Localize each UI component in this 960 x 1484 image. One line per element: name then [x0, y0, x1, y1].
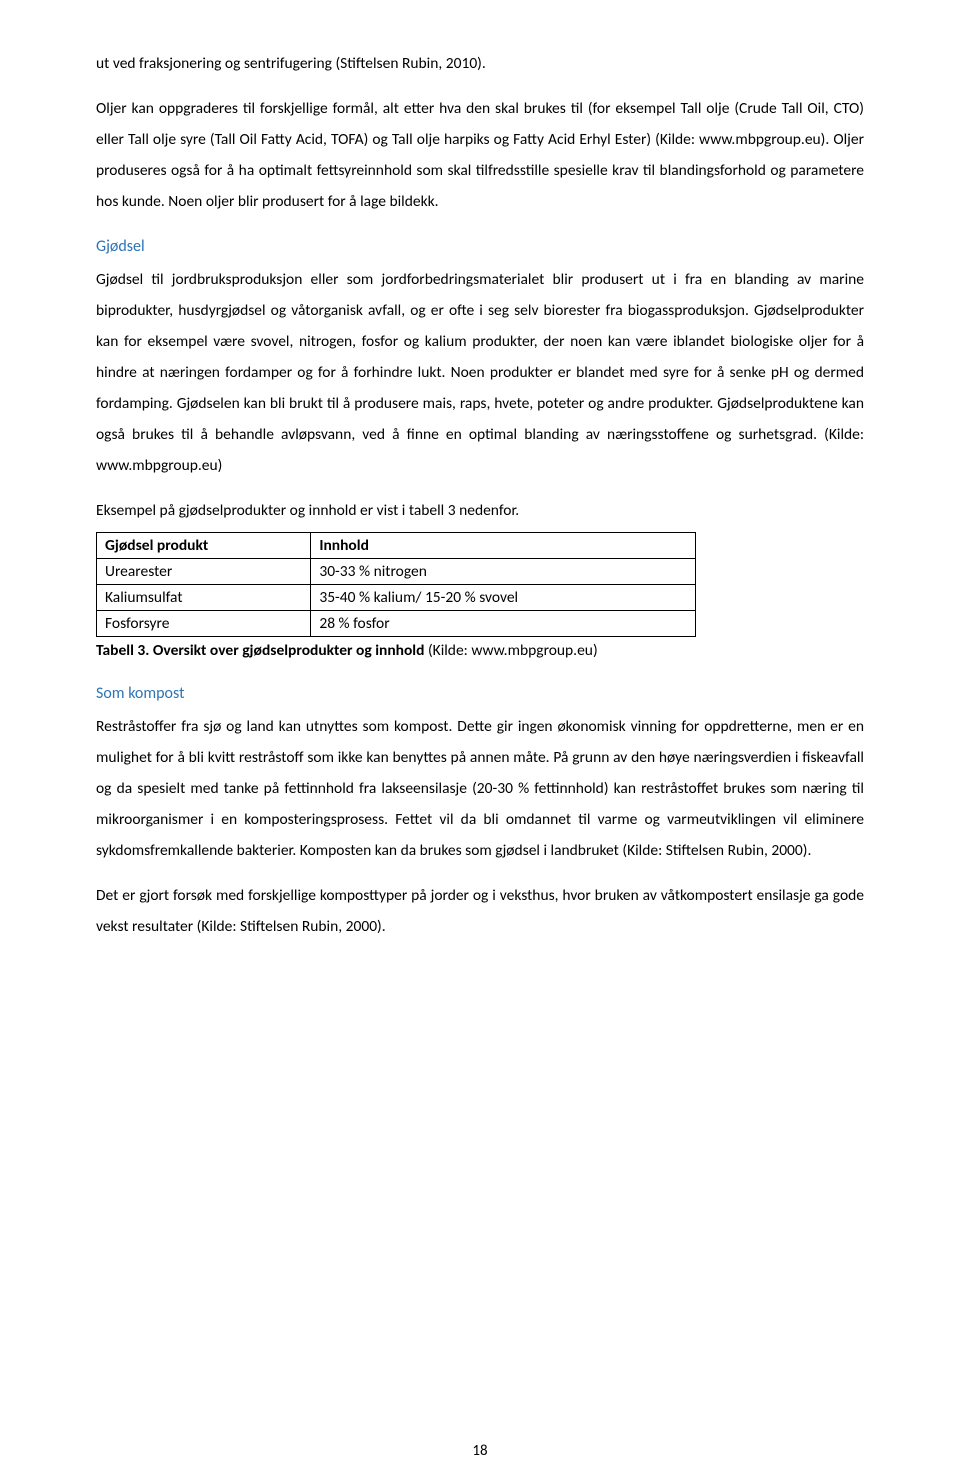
- page-number: 18: [0, 1442, 960, 1460]
- paragraph-compost-2: Det er gjort forsøk med forskjellige kom…: [96, 880, 864, 942]
- heading-kompost: Som kompost: [96, 684, 864, 703]
- table-cell: 30-33 % nitrogen: [311, 559, 696, 585]
- table-row: Fosforsyre 28 % fosfor: [97, 611, 696, 637]
- paragraph-continuation: ut ved fraksjonering og sentrifugering (…: [96, 48, 864, 79]
- caption-bold: Tabell 3. Oversikt over gjødselprodukter…: [96, 641, 424, 660]
- paragraph-compost-1: Restråstoffer fra sjø og land kan utnytt…: [96, 711, 864, 866]
- table-row: Urearester 30-33 % nitrogen: [97, 559, 696, 585]
- page: ut ved fraksjonering og sentrifugering (…: [0, 0, 960, 1484]
- paragraph-oils: Oljer kan oppgraderes til forskjellige f…: [96, 93, 864, 217]
- table-cell: 28 % fosfor: [311, 611, 696, 637]
- table-cell: 35-40 % kalium/ 15-20 % svovel: [311, 585, 696, 611]
- caption-rest: (Kilde: www.mbpgroup.eu): [424, 641, 597, 660]
- table-cell: Urearester: [97, 559, 311, 585]
- table-cell: Fosforsyre: [97, 611, 311, 637]
- fertilizer-table: Gjødsel produkt Innhold Urearester 30-33…: [96, 532, 696, 637]
- table-cell: Kaliumsulfat: [97, 585, 311, 611]
- table-header-product: Gjødsel produkt: [97, 533, 311, 559]
- table-header-row: Gjødsel produkt Innhold: [97, 533, 696, 559]
- table-row: Kaliumsulfat 35-40 % kalium/ 15-20 % svo…: [97, 585, 696, 611]
- table-caption: Tabell 3. Oversikt over gjødselprodukter…: [96, 641, 864, 660]
- paragraph-fertilizer: Gjødsel til jordbruksproduksjon eller so…: [96, 264, 864, 481]
- table-header-content: Innhold: [311, 533, 696, 559]
- heading-gjodsel: Gjødsel: [96, 237, 864, 256]
- table-intro: Eksempel på gjødselprodukter og innhold …: [96, 495, 864, 526]
